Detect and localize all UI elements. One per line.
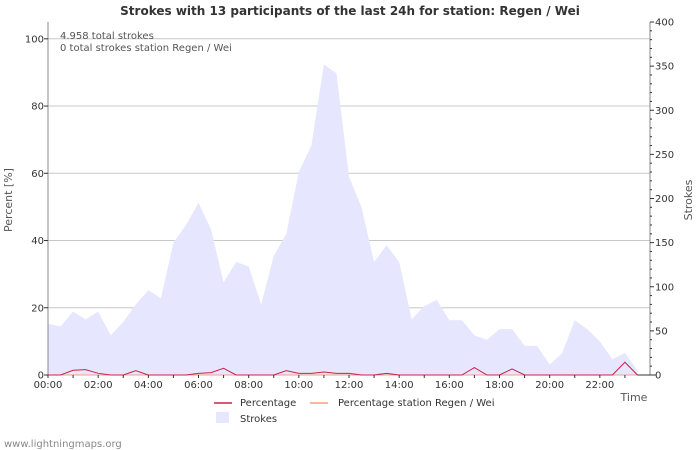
y-left-tick-label: 0	[38, 371, 44, 382]
percentage-line	[48, 361, 638, 376]
y-left-tick-label: 100	[25, 34, 44, 45]
gridlines	[48, 38, 650, 309]
y-left-tick-label: 40	[31, 236, 44, 247]
x-tick-label: 02:00	[84, 380, 113, 391]
legend: Percentage Percentage station Regen / We…	[214, 398, 494, 425]
y-right-tick-label: 0	[655, 371, 661, 382]
x-tick-label: 20:00	[535, 380, 564, 391]
x-tick-label: 10:00	[284, 380, 313, 391]
chart-title: Strokes with 13 participants of the last…	[120, 4, 580, 18]
strokes-area	[48, 64, 638, 376]
y-right-label: Strokes	[682, 179, 695, 220]
y-right-tick-label: 150	[655, 238, 674, 249]
right-axis-ticks: 0 50 100 150 200 250 300 350 400	[650, 18, 674, 382]
y-right-tick-label: 350	[655, 62, 674, 73]
legend-percentage-label: Percentage	[240, 398, 296, 409]
x-tick-label: 08:00	[234, 380, 263, 391]
x-tick-label: 04:00	[134, 380, 163, 391]
x-tick-label: 00:00	[34, 380, 63, 391]
y-right-tick-label: 250	[655, 150, 674, 161]
x-tick-label: 22:00	[585, 380, 614, 391]
y-left-tick-label: 20	[31, 303, 44, 314]
left-axis-ticks: 0 20 40 60 80 100	[25, 34, 48, 382]
y-left-tick-label: 80	[31, 102, 44, 113]
x-tick-label: 18:00	[485, 380, 514, 391]
y-right-tick-label: 300	[655, 106, 674, 117]
legend-strokes-label: Strokes	[240, 414, 277, 425]
y-left-label: Percent [%]	[2, 168, 15, 232]
legend-station-label: Percentage station Regen / Wei	[338, 398, 494, 409]
x-tick-label: 14:00	[385, 380, 414, 391]
y-left-tick-label: 60	[31, 169, 44, 180]
x-tick-label: 06:00	[184, 380, 213, 391]
y-right-tick-label: 100	[655, 282, 674, 293]
x-axis-ticks: 00:00 02:00 04:00 06:00 08:00 10:00 12:00 14:00…	[34, 375, 626, 391]
y-right-tick-label: 400	[655, 18, 674, 29]
station-strokes-note: 0 total strokes station Regen / Wei	[60, 43, 232, 54]
x-tick-label: 16:00	[435, 380, 464, 391]
credit-text: www.lightningmaps.org	[4, 439, 122, 450]
x-axis-label: Time	[620, 391, 648, 404]
total-strokes-note: 4.958 total strokes	[60, 31, 154, 42]
x-tick-label: 12:00	[335, 380, 364, 391]
legend-strokes-swatch	[216, 412, 229, 423]
y-right-tick-label: 200	[655, 194, 674, 205]
y-right-tick-label: 50	[655, 326, 668, 337]
